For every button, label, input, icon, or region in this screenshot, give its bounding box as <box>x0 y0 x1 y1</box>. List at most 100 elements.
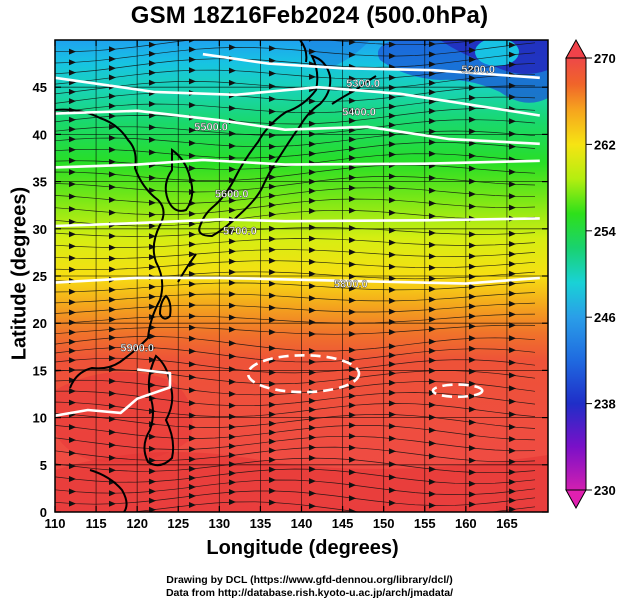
y-tick-label: 25 <box>33 269 47 284</box>
streamline-arrow <box>429 80 436 87</box>
streamline-arrow <box>389 448 396 455</box>
streamline-arrow <box>269 316 276 323</box>
wind-streamlines <box>55 40 536 512</box>
streamline-arrow <box>149 222 156 229</box>
streamline-arrow <box>389 41 396 48</box>
y-tick-label: 15 <box>33 363 47 378</box>
x-tick-label: 145 <box>332 516 354 531</box>
streamline-arrow <box>309 466 316 473</box>
streamline-arrow <box>349 456 356 463</box>
streamline <box>55 85 536 104</box>
streamline-arrow <box>269 499 276 506</box>
streamline-arrow <box>269 292 276 299</box>
streamline-arrow <box>69 69 76 76</box>
streamline-arrow <box>389 487 396 494</box>
streamline-arrow <box>69 146 76 153</box>
contour-label: 5400.0 <box>342 107 376 119</box>
streamline-arrow <box>309 424 316 431</box>
x-tick-label: 135 <box>250 516 272 531</box>
y-tick-label: 40 <box>33 127 47 142</box>
streamline-arrow <box>269 429 276 436</box>
streamline-arrow <box>469 303 476 310</box>
streamline-arrow <box>389 131 396 138</box>
streamline-arrow <box>349 207 356 214</box>
streamline-arrow <box>149 101 156 108</box>
streamline-arrow <box>349 393 356 400</box>
streamline-arrow <box>229 302 236 309</box>
streamline-arrow <box>109 93 116 100</box>
credit-dcl: Drawing by DCL (https://www.gfd-dennou.o… <box>166 574 453 586</box>
streamline-arrow <box>349 145 356 152</box>
streamline-arrow <box>389 239 396 246</box>
streamline-arrow <box>509 311 516 318</box>
streamline-arrow <box>509 300 516 307</box>
streamline-arrow <box>109 123 116 130</box>
streamline-arrow <box>389 379 396 386</box>
streamline-arrow <box>229 291 236 298</box>
coastline-korea-china <box>55 108 165 389</box>
streamline <box>55 227 536 237</box>
streamline <box>55 141 536 159</box>
streamline-arrow <box>269 192 276 199</box>
streamline-arrow <box>229 461 236 468</box>
streamline-arrow <box>269 108 276 115</box>
streamline-arrow <box>469 116 476 123</box>
streamline-arrow <box>509 251 516 258</box>
streamline-arrow <box>429 118 436 125</box>
colorbar-tick-label: 262 <box>594 137 616 152</box>
streamline-arrow <box>109 233 116 240</box>
streamline-arrow <box>109 184 116 191</box>
streamline-arrow <box>429 41 436 48</box>
streamline-arrow <box>189 424 196 431</box>
streamline-arrow <box>109 403 116 410</box>
streamline-arrow <box>309 169 316 176</box>
streamline-arrow <box>469 178 476 185</box>
streamline <box>55 479 536 495</box>
streamline-arrow <box>349 97 356 104</box>
streamline-arrow <box>69 329 76 336</box>
streamline <box>55 302 536 314</box>
streamline-arrow <box>429 200 436 207</box>
streamline-arrow <box>149 41 156 48</box>
streamline-arrow <box>309 178 316 185</box>
streamline-arrow <box>269 401 276 408</box>
streamline-arrow <box>469 457 476 464</box>
streamline-arrow <box>69 424 76 431</box>
streamline-arrow <box>109 286 116 293</box>
streamline-arrow <box>189 291 196 298</box>
streamline-arrow <box>69 181 76 188</box>
streamline-arrow <box>69 116 76 123</box>
streamline-arrow <box>429 316 436 323</box>
streamline-arrow <box>229 470 236 477</box>
streamline-arrow <box>309 347 316 354</box>
streamline-arrow <box>349 237 356 244</box>
streamline-arrow <box>389 319 396 326</box>
streamline <box>55 292 536 304</box>
x-axis-title: Longitude (degrees) <box>206 537 399 559</box>
streamline-arrow <box>349 402 356 409</box>
streamline-arrow <box>429 229 436 236</box>
streamline-arrow <box>389 251 396 258</box>
streamline-arrow <box>149 433 156 440</box>
streamline-arrow <box>349 482 356 489</box>
streamline-arrow <box>229 187 236 194</box>
streamline-arrow <box>109 390 116 397</box>
streamline-arrow <box>429 440 436 447</box>
streamline-arrow <box>349 285 356 292</box>
streamline-arrow <box>469 84 476 91</box>
x-tick-label: 160 <box>455 516 477 531</box>
streamline-arrow <box>349 155 356 162</box>
streamline-arrow <box>469 105 476 112</box>
streamline-arrow <box>229 228 236 235</box>
streamline-arrow <box>429 213 436 220</box>
x-tick-label: 130 <box>208 516 230 531</box>
y-tick-label: 30 <box>33 222 47 237</box>
streamline <box>55 490 536 506</box>
streamline <box>55 379 536 396</box>
streamline-arrow <box>109 266 116 273</box>
streamline-arrow <box>309 247 316 254</box>
streamline-arrow <box>149 478 156 485</box>
streamline-arrow <box>69 309 76 316</box>
streamline-arrow <box>149 468 156 475</box>
streamline-arrow <box>509 290 516 297</box>
